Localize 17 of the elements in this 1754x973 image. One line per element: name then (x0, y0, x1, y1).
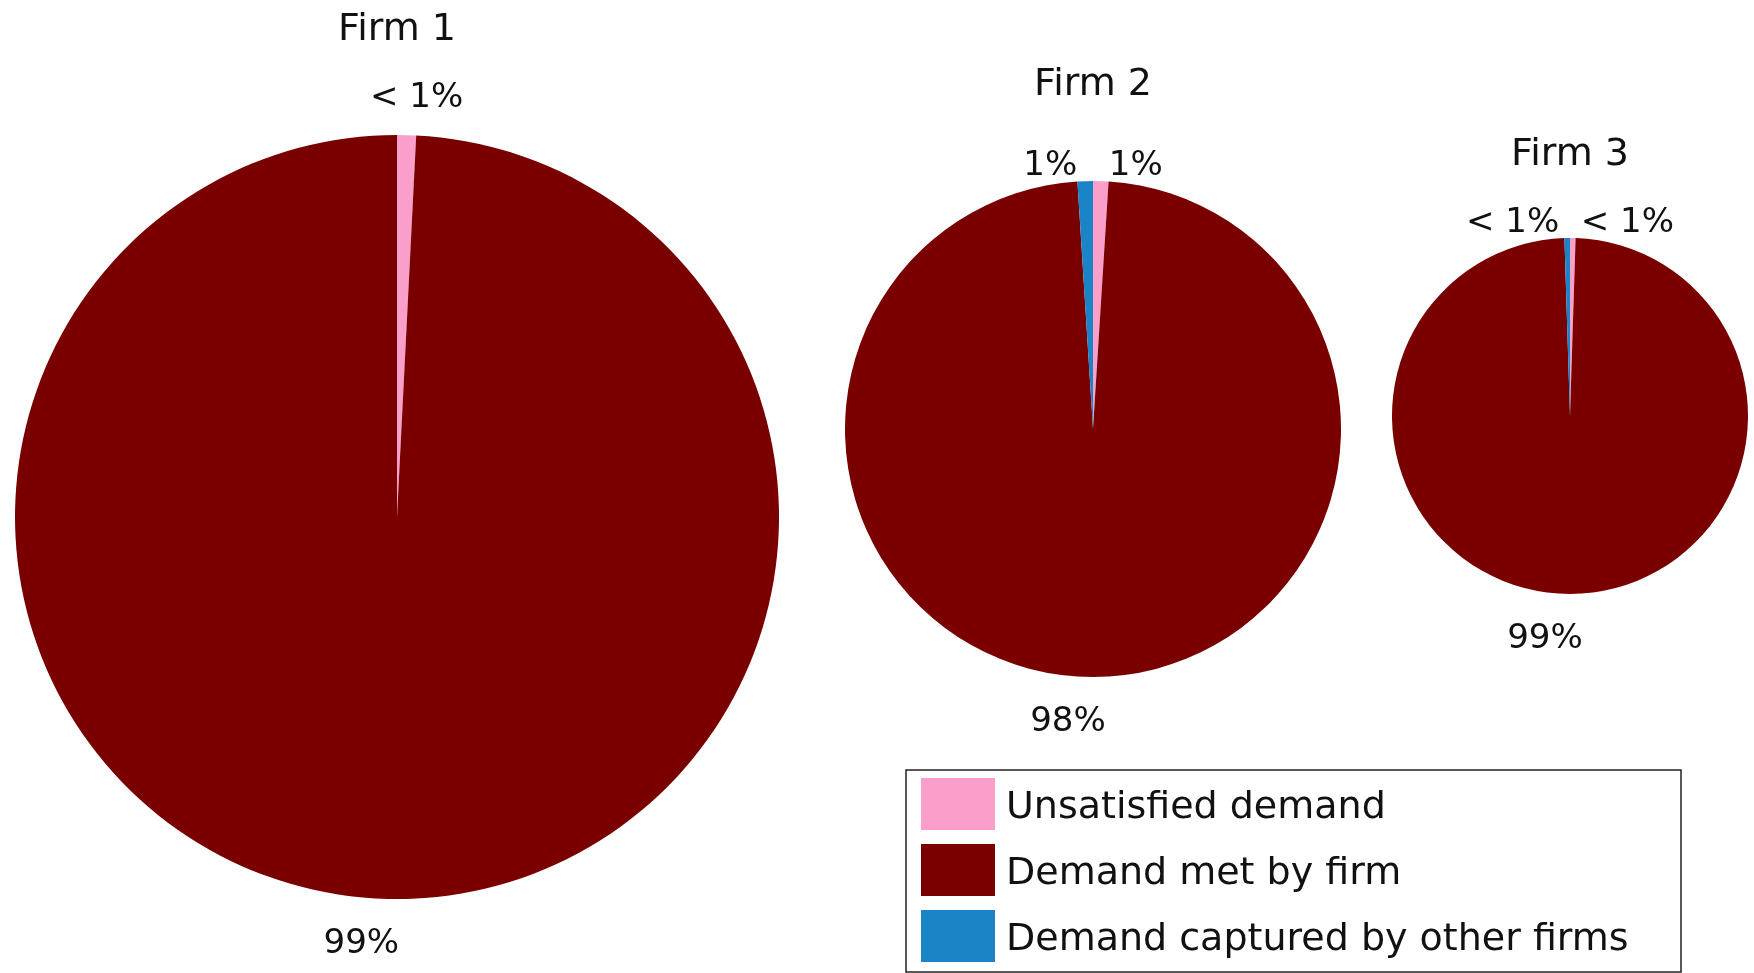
pie-slice (1392, 238, 1748, 594)
chart-title: Firm 3 (1511, 130, 1629, 174)
data-label: 1% (1023, 143, 1078, 184)
legend-label: Demand met by firm (1006, 849, 1402, 893)
data-label: < 1% (369, 75, 464, 116)
legend-label: Demand captured by other firms (1006, 915, 1629, 959)
data-label: 1% (1108, 143, 1163, 184)
chart-title: Firm 1 (338, 5, 456, 49)
data-label: < 1% (1465, 200, 1560, 241)
pie-slice (845, 181, 1341, 677)
legend-label: Unsatisfied demand (1006, 783, 1386, 827)
chart-title: Firm 2 (1034, 60, 1152, 104)
data-label: 98% (1030, 699, 1106, 739)
data-label: 99% (1507, 616, 1583, 656)
pie-slice (15, 135, 779, 899)
data-label: 99% (323, 920, 400, 961)
data-label: < 1% (1580, 200, 1675, 241)
